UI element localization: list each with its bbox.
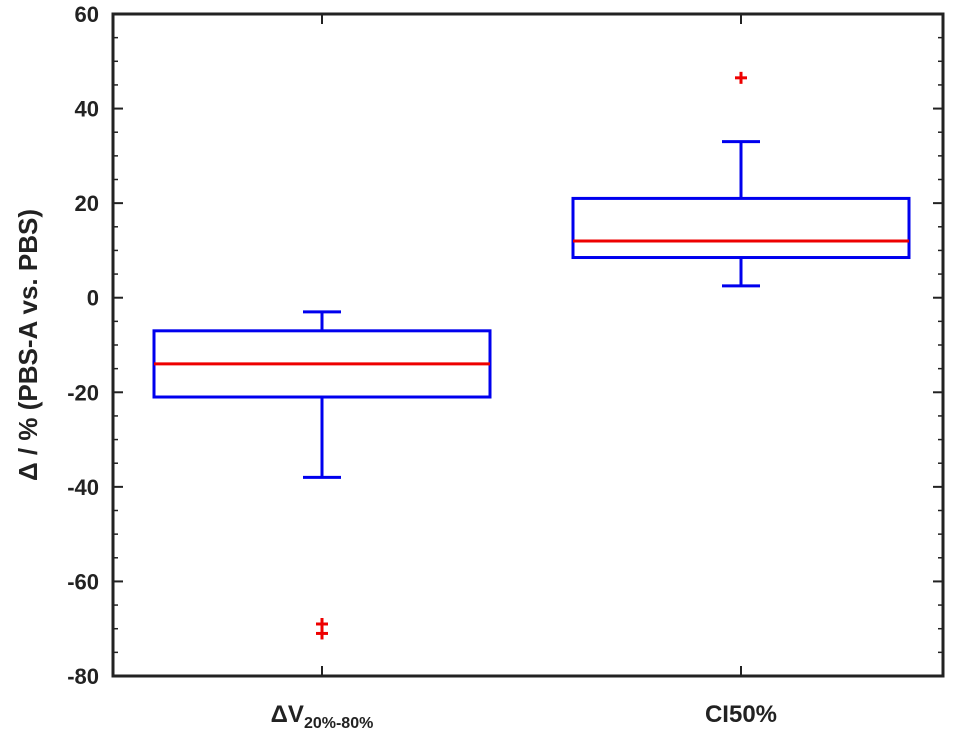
x-category-label: ΔV20%-80% bbox=[271, 701, 374, 732]
outlier-marker bbox=[316, 627, 328, 640]
plot-frame bbox=[111, 12, 945, 678]
y-axis-label: Δ / % (PBS-A vs. PBS) bbox=[13, 209, 43, 481]
y-tick-label: 40 bbox=[75, 97, 99, 122]
box-group bbox=[571, 71, 911, 288]
y-tick-label: -20 bbox=[67, 380, 99, 405]
box-iqr bbox=[571, 196, 911, 260]
x-category-label: CI50% bbox=[705, 701, 777, 728]
box-series bbox=[152, 71, 911, 640]
box-group bbox=[152, 310, 492, 640]
y-tick-label: -60 bbox=[67, 569, 99, 594]
axis-labels: -80 -60 -40 -20 0 20 40 60 ΔV20%-80% CI50% bbox=[67, 2, 777, 732]
axis-ticks bbox=[113, 13, 943, 677]
y-tick-label: -80 bbox=[67, 664, 99, 689]
y-tick-label: 0 bbox=[87, 286, 99, 311]
y-tick-label: -40 bbox=[67, 475, 99, 500]
y-tick-label: 60 bbox=[75, 2, 99, 27]
y-tick-label: 20 bbox=[75, 191, 99, 216]
outlier-marker bbox=[735, 71, 747, 84]
